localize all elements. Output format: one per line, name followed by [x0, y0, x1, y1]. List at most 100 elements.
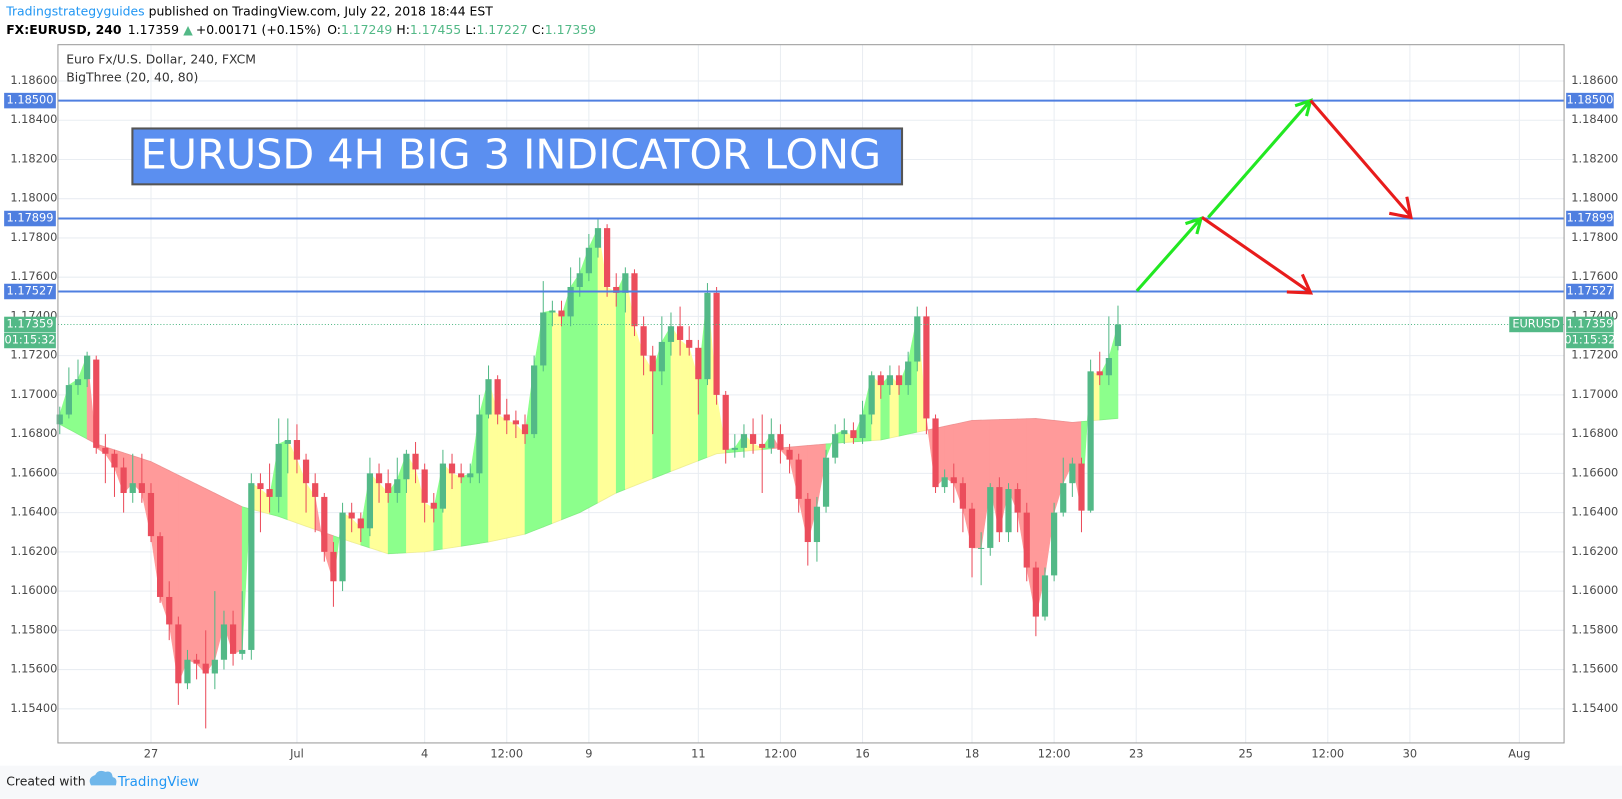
y-tick-label: 1.16000	[10, 583, 57, 597]
candle-body	[905, 361, 912, 386]
ribbon	[187, 479, 197, 665]
ribbon	[451, 472, 462, 549]
countdown-tag	[1566, 332, 1614, 349]
candle-body	[987, 487, 994, 548]
candle-body	[403, 453, 410, 480]
candle-body	[886, 375, 894, 386]
brand[interactable]: TradingView	[117, 775, 199, 790]
ribbon	[606, 286, 617, 499]
candle-body	[695, 347, 702, 380]
y-tick-label: 1.18200	[1571, 151, 1618, 165]
price-tag	[4, 316, 56, 333]
candle-body	[1023, 512, 1030, 568]
l-label: L:	[465, 22, 476, 37]
y-tick-label: 1.18600	[1571, 73, 1618, 87]
candle-body	[1069, 463, 1076, 484]
candle-body	[832, 434, 839, 458]
candle-body	[220, 624, 228, 660]
level-tag	[1566, 210, 1614, 227]
ribbon	[679, 339, 690, 469]
x-tick-label: 12:00	[764, 746, 797, 760]
candle-body	[749, 434, 757, 444]
candle-body	[293, 440, 301, 460]
ribbon	[561, 286, 571, 521]
candle-body	[248, 483, 255, 650]
candle-body	[503, 414, 510, 421]
x-tick-label: 18	[965, 746, 979, 760]
candle-body	[448, 463, 456, 474]
candle-body	[74, 379, 82, 386]
candle-body	[804, 498, 811, 543]
candle-body	[521, 424, 529, 435]
candle-body	[877, 375, 884, 386]
candle-body	[1114, 324, 1122, 347]
countdown-label: 01:15:32	[4, 332, 55, 346]
plot-frame	[57, 44, 1565, 744]
x-tick-label: 12:00	[1038, 746, 1071, 760]
y-tick-label: 1.16600	[10, 465, 57, 479]
candle-body	[640, 326, 647, 356]
candle-body	[1005, 489, 1012, 533]
candle-body	[65, 385, 72, 415]
candle-body	[558, 310, 565, 317]
ribbon-slow	[59, 417, 1119, 555]
annotation: EURUSD 4H BIG 3 INDICATOR LONG	[141, 130, 881, 178]
candle-body	[421, 469, 428, 503]
candle-body	[822, 457, 830, 507]
candle-body	[239, 649, 246, 654]
level-label: 1.17527	[1566, 283, 1613, 297]
candle-body	[585, 247, 592, 274]
y-tick-label: 1.18000	[10, 191, 57, 205]
candle-body	[84, 355, 91, 380]
candle-body	[576, 273, 583, 287]
author[interactable]: Tradingstrategyguides	[5, 3, 144, 18]
candle-body	[56, 414, 63, 425]
candle-body	[895, 375, 903, 386]
candle-body	[631, 273, 638, 327]
annotation-box	[131, 127, 904, 186]
price-label: 1.17359	[7, 316, 54, 330]
candle-body	[266, 489, 273, 497]
quote-line: FX:EURUSD, 240 1.17359 ▲ +0.00171 (+0.15%) O…	[6, 22, 596, 37]
candle-body	[120, 467, 127, 493]
candle-body	[731, 447, 738, 450]
ribbon	[552, 309, 562, 524]
symbol-tag	[1509, 316, 1564, 333]
level-tag	[4, 92, 56, 109]
y-tick-label: 1.17000	[1571, 387, 1618, 401]
candle-body	[859, 414, 866, 439]
candle-body	[567, 286, 574, 317]
ribbon	[205, 488, 216, 675]
candle-body	[211, 659, 218, 674]
level-tag	[4, 210, 56, 227]
candle-body	[1087, 371, 1094, 511]
x-tick-label: 9	[585, 746, 592, 760]
candle-body	[394, 479, 401, 493]
y-tick-label: 1.17200	[1571, 348, 1618, 362]
y-tick-label: 1.18600	[10, 73, 57, 87]
y-tick-label: 1.18400	[1571, 112, 1618, 126]
level-tag	[4, 283, 56, 300]
c-label: C:	[532, 22, 545, 37]
ribbon	[670, 325, 681, 472]
footer-bg	[0, 765, 1622, 799]
level-label: 1.17527	[7, 283, 54, 297]
candle-body	[996, 487, 1003, 533]
h: 1.17455	[410, 22, 461, 37]
candle-body	[102, 447, 109, 454]
y-tick-label: 1.16200	[10, 544, 57, 558]
x-tick-label: 16	[855, 746, 869, 760]
candle-body	[1041, 575, 1049, 617]
candle-body	[786, 449, 793, 460]
candle-body	[914, 316, 921, 362]
y-tick-label: 1.18200	[10, 151, 57, 165]
y-tick-label: 1.15800	[1571, 622, 1618, 636]
candle-body	[330, 551, 337, 582]
candle-body	[302, 459, 310, 484]
candle-body	[193, 659, 200, 664]
candle-body	[175, 624, 182, 684]
candle-body	[129, 483, 136, 493]
candle-body	[795, 459, 802, 499]
created-with: Created with	[6, 774, 85, 789]
y-tick-label: 1.15400	[1571, 701, 1618, 715]
